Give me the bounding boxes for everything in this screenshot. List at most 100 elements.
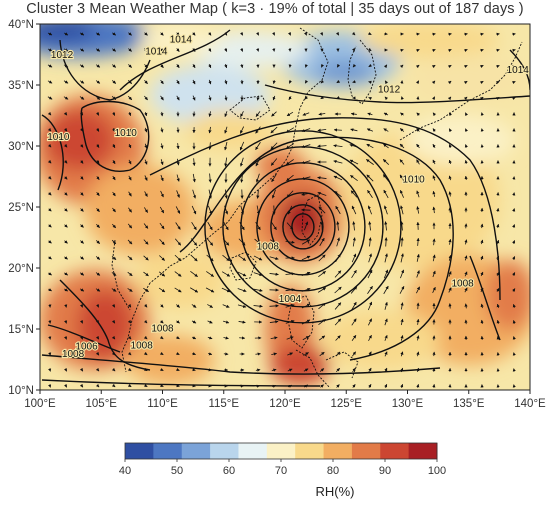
colorbar-tick-label: 40 (119, 465, 131, 477)
wind-arrow (399, 128, 405, 132)
wind-arrow (79, 96, 85, 100)
wind-arrow (64, 160, 68, 164)
wind-arrow (288, 32, 291, 36)
wind-arrow (64, 240, 68, 244)
wind-arrow (368, 63, 373, 68)
wind-arrow (400, 269, 405, 279)
wind-arrow (432, 351, 436, 357)
wind-arrow (448, 48, 452, 52)
wind-arrow (48, 336, 52, 340)
wind-arrow (208, 205, 213, 215)
wind-arrow (222, 320, 230, 324)
lon-tick-label: 140°E (514, 398, 546, 410)
wind-arrow (253, 288, 263, 292)
wind-arrow (464, 64, 468, 69)
coastline-segment (229, 95, 271, 121)
wind-arrow (350, 190, 358, 198)
wind-arrow (159, 206, 165, 214)
wind-arrow (400, 335, 404, 341)
wind-arrow (144, 48, 148, 52)
wind-arrow (48, 224, 52, 228)
map-plot-area: 1012 101410141010101010121014101010081004… (40, 24, 530, 390)
wind-arrow (176, 174, 180, 182)
isobar-label: 1008 (62, 349, 85, 360)
wind-arrow (335, 205, 341, 215)
wind-arrow (415, 64, 420, 69)
wind-arrow (224, 126, 228, 134)
lon-tick-label: 105°E (86, 398, 118, 410)
wind-arrow (400, 318, 404, 326)
wind-arrow (351, 335, 357, 341)
wind-arrow (190, 271, 198, 277)
wind-arrow (351, 318, 357, 326)
wind-arrow (286, 174, 294, 182)
wind-arrow (512, 208, 516, 212)
wind-arrow (512, 352, 516, 356)
wind-arrow (111, 80, 117, 84)
wind-arrow (111, 319, 116, 324)
wind-arrow (255, 352, 261, 356)
wind-arrow (47, 159, 52, 164)
wind-arrow (175, 206, 181, 214)
wind-arrow (367, 189, 373, 198)
wind-arrow (237, 304, 247, 308)
wind-arrow (47, 111, 52, 116)
wind-arrow (224, 189, 228, 199)
wind-arrow (496, 319, 500, 324)
wind-arrow (287, 352, 293, 356)
wind-arrow (208, 126, 212, 134)
wind-arrow (64, 320, 68, 324)
lon-tick-label: 100°E (24, 398, 56, 410)
wind-arrow (158, 271, 166, 277)
wind-arrow (512, 336, 516, 340)
wind-arrow (238, 320, 246, 324)
wind-arrow (144, 79, 148, 85)
wind-arrow (416, 383, 420, 388)
wind-arrow (400, 96, 404, 100)
wind-arrow (144, 191, 148, 197)
wind-arrow (320, 95, 324, 100)
wind-arrow (223, 352, 229, 356)
wind-arrow (286, 111, 294, 117)
wind-arrow (512, 256, 516, 260)
wind-arrow (318, 271, 326, 277)
wind-arrow (80, 240, 84, 244)
wind-arrow (416, 206, 420, 214)
wind-arrow (416, 48, 420, 52)
wind-arrow (400, 367, 404, 373)
colorbar-segment (323, 443, 353, 459)
wind-arrow (191, 221, 197, 231)
wind-arrow (255, 126, 261, 134)
wind-arrow (96, 224, 100, 228)
wind-arrow (351, 253, 357, 263)
wind-arrow (271, 173, 277, 183)
wind-arrow (512, 384, 516, 388)
wind-arrow (382, 174, 390, 182)
wind-arrow (271, 352, 277, 356)
wind-arrow (159, 255, 165, 261)
wind-arrow (496, 239, 500, 244)
wind-arrow (304, 64, 308, 68)
wind-arrow (222, 238, 230, 246)
wind-arrow (352, 221, 356, 231)
wind-arrow (63, 384, 68, 388)
wind-arrow (143, 351, 148, 356)
wind-arrow (127, 383, 132, 388)
wind-arrow (47, 143, 52, 148)
wind-arrow (224, 141, 228, 151)
wind-arrow (254, 238, 262, 246)
wind-arrow (79, 64, 85, 68)
wind-arrow (144, 175, 148, 181)
wind-arrow (160, 79, 164, 85)
wind-arrow (350, 175, 358, 181)
wind-arrow (206, 238, 214, 246)
wind-arrow (496, 96, 500, 101)
wind-arrow (256, 48, 260, 52)
wind-arrow (111, 383, 116, 388)
wind-arrow (111, 367, 116, 372)
wind-arrow (496, 81, 500, 85)
wind-arrow (432, 128, 436, 132)
wind-arrow (367, 269, 373, 279)
wind-arrow (240, 173, 244, 183)
wind-arrow (366, 128, 374, 132)
